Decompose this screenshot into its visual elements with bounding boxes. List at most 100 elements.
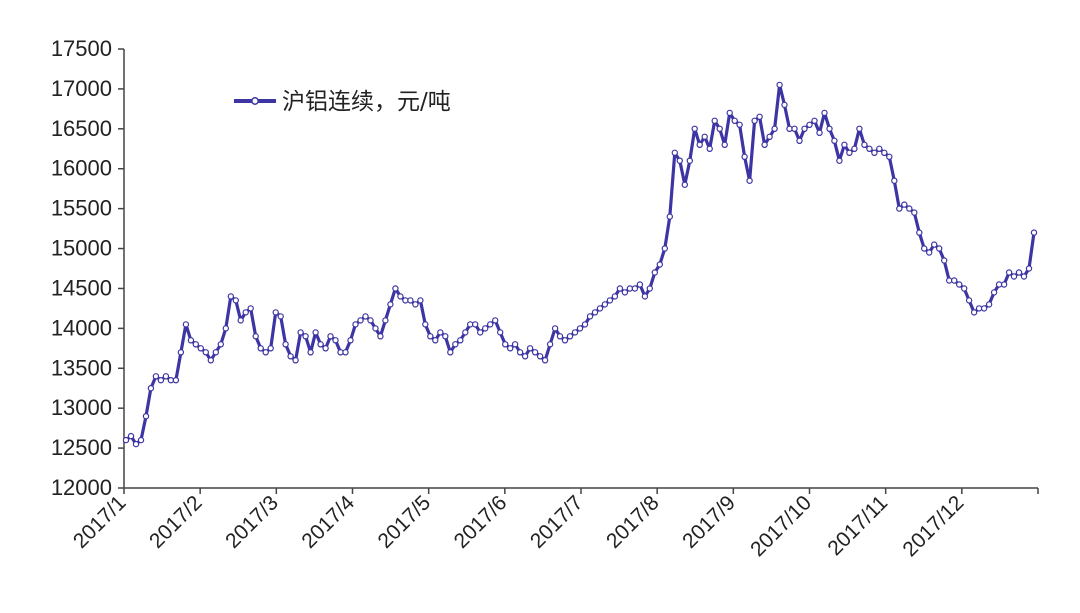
data-point [811,117,818,125]
data-point [941,257,948,264]
data-point [207,357,214,364]
legend: 沪铝连续，元/吨 [234,89,451,115]
data-point [891,177,898,184]
data-point [447,349,454,356]
data-point [766,133,773,140]
data-point [252,333,259,340]
data-point [711,117,718,125]
data-point [816,129,823,136]
data-point [412,301,419,308]
data-point [746,177,753,184]
y-tick-label: 13000 [51,395,112,420]
data-point [646,285,654,292]
data-point [826,125,833,133]
data-point [122,436,130,444]
data-point [127,432,135,440]
data-point [956,281,963,288]
data-point [492,317,499,324]
data-point [586,313,594,320]
data-point [1000,281,1008,288]
data-point [332,337,339,344]
x-axis: 2017/1 2017/2 2017/3 2017/4 2017/5 2017/6 2017… [69,487,1039,561]
data-point [307,349,314,356]
data-point [502,341,509,348]
data-point [806,121,813,129]
data-point [701,133,708,140]
data-point [1010,273,1018,280]
data-point [621,289,629,296]
data-point [706,145,713,152]
data-point [831,137,838,144]
data-point [821,109,828,117]
data-point [132,440,140,448]
y-tick-label: 14000 [51,315,112,340]
data-point [162,373,170,380]
data-point [751,117,758,125]
data-point [896,205,903,212]
data-point [666,213,674,220]
y-tick-label: 17000 [51,76,112,101]
y-tick-label: 17500 [51,36,112,61]
x-tick-label: 2017/10 [746,491,816,561]
x-tick-label: 2017/9 [678,491,740,553]
data-point [497,329,504,336]
data-point [961,285,968,292]
data-point [541,357,549,364]
data-point [437,329,444,336]
data-point [227,293,234,300]
data-point [526,345,534,352]
data-point [432,337,439,344]
data-point [137,436,145,444]
data-point [686,157,694,164]
data-point [926,249,933,256]
data-point [377,333,384,340]
data-point [182,321,190,328]
data-point [990,289,998,296]
data-point [521,353,529,360]
data-point [507,345,514,352]
data-point [901,201,908,208]
data-point [477,329,484,336]
data-point [292,357,299,364]
data-point [576,325,584,332]
data-point [921,245,928,252]
data-point [836,157,843,164]
x-tick-label: 2017/2 [145,491,207,553]
data-point [731,117,738,125]
data-point [1005,269,1013,276]
data-point [172,377,180,384]
data-point [951,277,958,284]
data-point [571,329,579,336]
data-point [970,309,978,316]
data-point [427,333,434,340]
data-point [192,341,199,348]
data-point [536,353,544,360]
y-tick-label: 14500 [51,275,112,300]
y-tick-label: 15500 [51,196,112,221]
data-point [487,321,494,328]
x-tick-label: 2017/4 [297,491,359,553]
data-point [382,317,389,324]
data-point [611,293,619,300]
data-point [781,101,788,109]
data-point [322,345,329,352]
data-point [442,333,449,340]
y-axis: 12000 12500 13000 13500 14000 14500 15000 15500… [51,36,125,500]
data-point [347,337,354,344]
data-point [676,157,684,164]
data-point [217,341,224,348]
data-point [561,337,569,344]
data-point [661,245,669,252]
y-tick-label: 13500 [51,355,112,380]
data-point [656,261,664,268]
data-point [277,313,284,320]
data-point [482,325,489,332]
data-point [726,109,733,117]
data-point [372,325,379,332]
data-point [606,297,614,304]
data-point [422,321,429,328]
data-point [222,325,229,332]
data-point [546,341,554,348]
data-point [566,333,574,340]
data-point [1030,229,1038,236]
